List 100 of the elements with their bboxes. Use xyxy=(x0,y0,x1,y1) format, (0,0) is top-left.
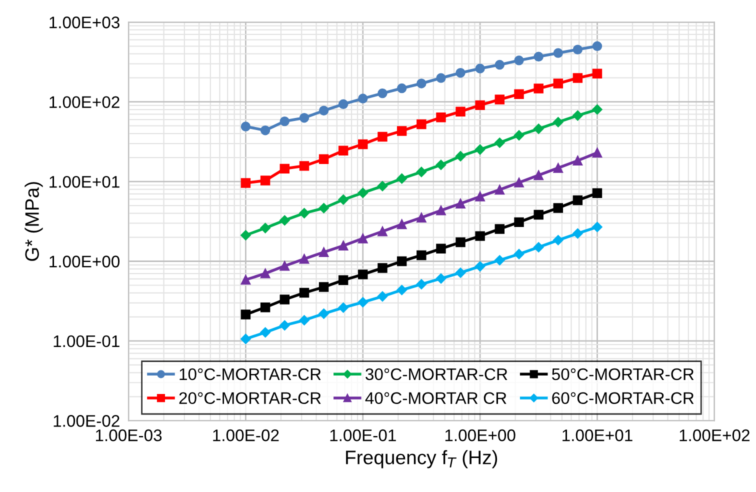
x-tick-label: 1.00E+02 xyxy=(680,429,750,442)
legend-label: 40°C-MORTAR CR xyxy=(365,392,506,404)
point xyxy=(396,126,407,136)
point xyxy=(475,64,485,74)
point xyxy=(260,125,270,136)
point xyxy=(299,254,310,264)
point xyxy=(494,224,505,234)
point xyxy=(592,41,602,51)
point xyxy=(534,210,544,220)
point xyxy=(338,302,348,313)
legend-label: 20°C-MORTAR-CR xyxy=(179,392,321,404)
point xyxy=(396,284,407,296)
legend-label: 50°C-MORTAR-CR xyxy=(552,368,694,380)
point xyxy=(396,256,407,266)
point xyxy=(475,192,485,202)
point xyxy=(592,68,602,78)
point xyxy=(572,156,583,166)
point xyxy=(436,112,446,122)
x-axis-title: Frequency f$_{T}$ (Hz) xyxy=(346,450,498,468)
point xyxy=(299,288,310,298)
y-tick-label: 1.00E+01 xyxy=(50,176,120,188)
point xyxy=(494,184,505,195)
point xyxy=(572,73,583,83)
point xyxy=(494,60,505,70)
point xyxy=(514,217,524,228)
point xyxy=(553,48,564,58)
legend-label: 30°C-MORTAR-CR xyxy=(366,368,508,380)
point xyxy=(456,106,466,116)
point xyxy=(436,73,446,83)
point xyxy=(456,198,466,208)
point xyxy=(416,166,427,178)
point xyxy=(436,206,446,216)
point xyxy=(338,99,348,110)
point xyxy=(280,261,290,271)
point xyxy=(396,83,407,94)
point xyxy=(396,173,407,184)
point xyxy=(358,94,368,104)
point xyxy=(280,164,290,174)
point xyxy=(514,178,524,188)
point xyxy=(260,302,270,312)
point xyxy=(592,104,602,115)
x-tick-label: 1.00E-03 xyxy=(96,429,162,442)
point xyxy=(378,132,388,142)
point xyxy=(534,84,544,94)
point xyxy=(240,122,251,132)
point xyxy=(338,194,348,205)
point xyxy=(240,178,251,188)
x-tick-label: 1.00E+00 xyxy=(445,429,516,442)
point xyxy=(377,180,388,192)
y-tick-label: 1.00E-02 xyxy=(54,415,120,427)
point xyxy=(378,263,388,273)
point xyxy=(338,240,348,250)
point xyxy=(474,144,486,155)
legend-label: 60°C-MORTAR-CR xyxy=(552,392,694,404)
point xyxy=(318,308,329,319)
point xyxy=(378,226,388,236)
point xyxy=(456,68,466,78)
point xyxy=(475,100,485,110)
y-tick-label: 1.00E+03 xyxy=(50,16,120,28)
point xyxy=(534,124,544,134)
y-tick-label: 1.00E+00 xyxy=(50,256,120,268)
point xyxy=(592,148,602,158)
point xyxy=(455,268,466,278)
point xyxy=(240,334,251,344)
point xyxy=(358,188,368,198)
point xyxy=(318,247,329,258)
x-tick-label: 1.00E+01 xyxy=(562,429,632,442)
point xyxy=(494,138,505,148)
point xyxy=(416,78,426,88)
point xyxy=(514,56,524,66)
point xyxy=(299,112,310,123)
point xyxy=(318,282,329,292)
point xyxy=(358,297,368,308)
point xyxy=(240,230,251,240)
point xyxy=(318,154,329,164)
point xyxy=(514,248,524,260)
point xyxy=(474,261,486,272)
legend-label: 10°C-MORTAR-CR xyxy=(180,368,321,380)
point xyxy=(416,250,426,260)
y-tick-label: 1.00E-01 xyxy=(54,335,120,348)
point xyxy=(534,170,544,180)
point xyxy=(514,89,524,99)
point xyxy=(592,188,602,198)
point xyxy=(280,116,290,126)
point xyxy=(240,274,251,285)
point xyxy=(299,208,310,218)
point xyxy=(280,215,290,226)
point xyxy=(494,255,505,266)
point xyxy=(572,195,583,206)
point xyxy=(553,203,564,213)
y-tick-label: 1.00E+02 xyxy=(50,96,120,108)
point xyxy=(358,234,368,244)
x-tick-label: 1.00E-01 xyxy=(330,429,396,442)
point xyxy=(260,327,270,338)
point xyxy=(240,310,251,320)
point xyxy=(455,151,466,162)
point xyxy=(358,139,368,150)
point xyxy=(494,94,505,104)
point xyxy=(338,275,348,286)
point xyxy=(377,291,388,302)
